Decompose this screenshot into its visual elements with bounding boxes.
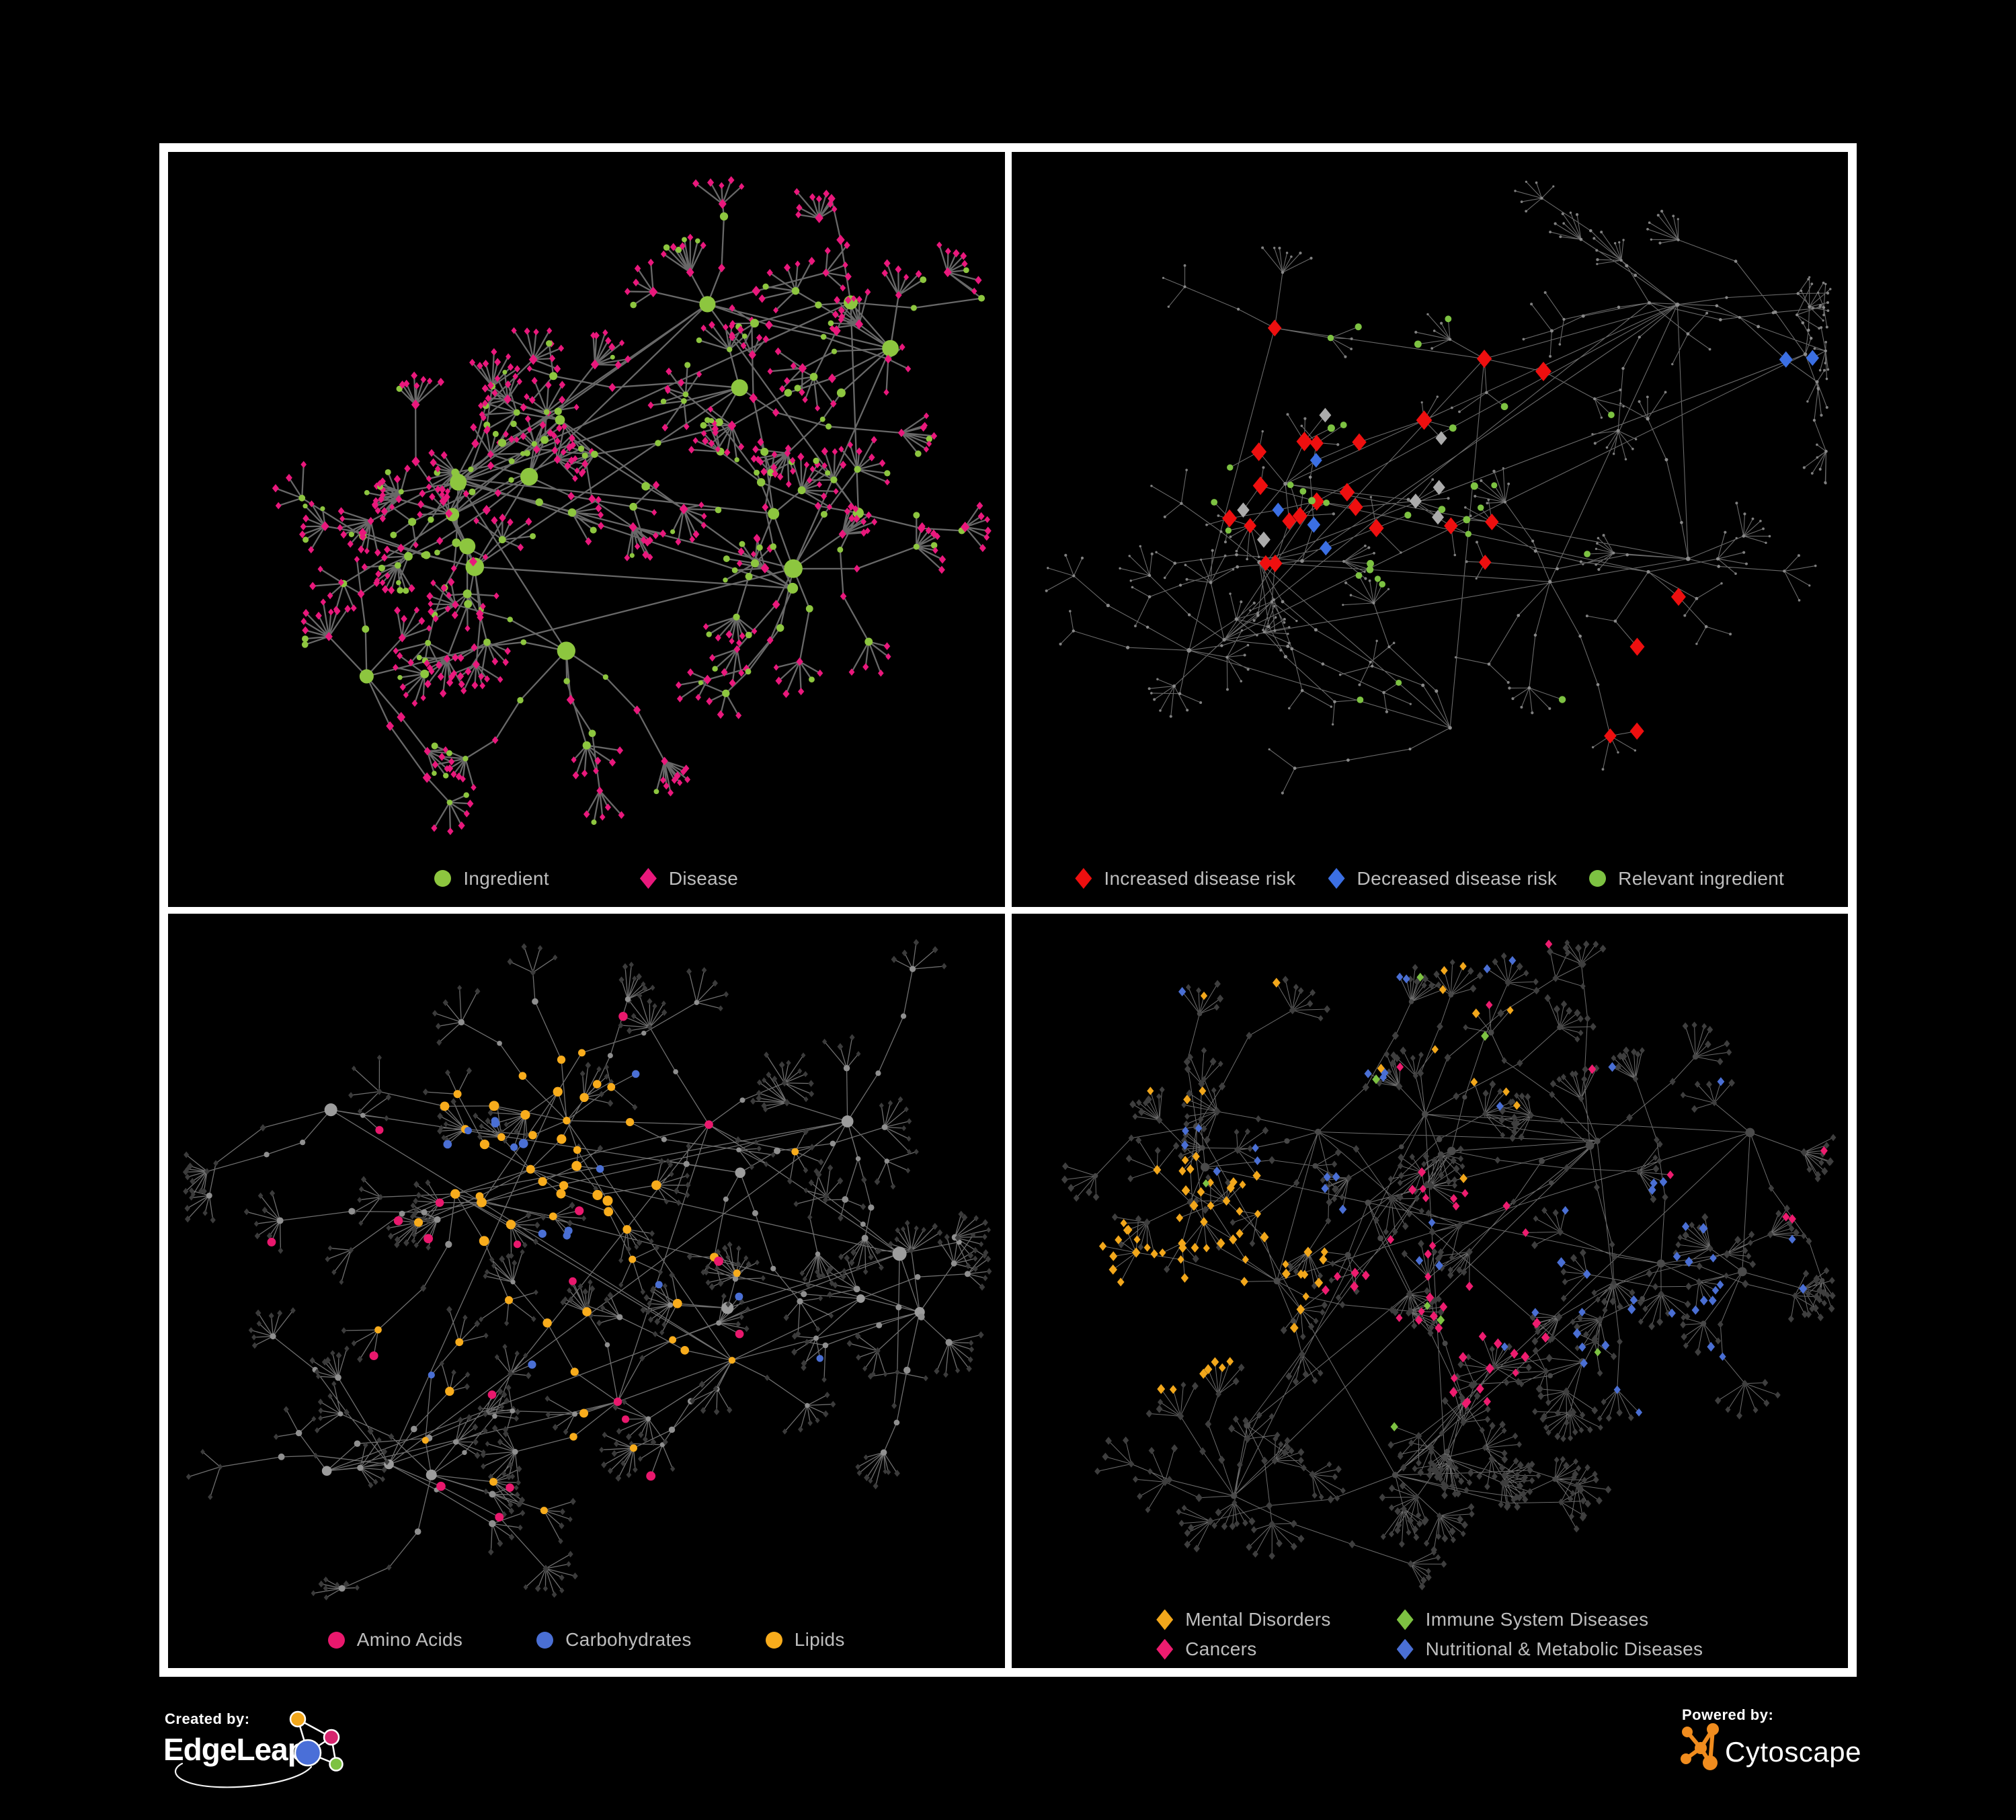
legend-diamond-marker	[1396, 1638, 1414, 1660]
edges-layer	[1045, 181, 1830, 794]
legend-item: Decreased disease risk	[1328, 868, 1558, 889]
legend-label: Lipids	[794, 1629, 845, 1650]
legend-diamond-marker	[1396, 1609, 1414, 1630]
legend-label: Immune System Diseases	[1425, 1609, 1649, 1630]
legend-label: Decreased disease risk	[1357, 867, 1558, 889]
highlighted-nodes-layer	[1098, 939, 1828, 1431]
ingredient-disease-legend: Ingredient Disease	[168, 868, 1005, 889]
legend-diamond-marker	[1156, 1609, 1174, 1630]
edgeleap-swoosh	[175, 1762, 313, 1788]
edges-layer	[274, 179, 989, 832]
nodes-layer	[1061, 939, 1836, 1590]
panel-disease-risk: Increased disease risk Decreased disease …	[1011, 152, 1849, 907]
legend-label: Cancers	[1185, 1638, 1257, 1659]
legend-circle-marker	[434, 870, 452, 887]
edges-layer	[185, 941, 990, 1598]
disease-risk-legend: Increased disease risk Decreased disease …	[1012, 868, 1849, 889]
legend-item: Lipids	[765, 1629, 845, 1651]
nutrient-classes-network	[182, 939, 992, 1600]
powered-by-label: Powered by:	[1682, 1706, 1773, 1723]
legend-item: Increased disease risk	[1075, 868, 1295, 889]
legend-item: Immune System Diseases	[1396, 1609, 1649, 1630]
cytoscape-network-icon	[1681, 1723, 1719, 1770]
legend-item: Amino Acids	[327, 1629, 463, 1651]
legend-label: Amino Acids	[356, 1629, 463, 1650]
legend-circle-marker	[327, 1631, 345, 1649]
edgeleap-network-icon	[289, 1710, 344, 1772]
nodes-layer	[182, 939, 992, 1600]
legend-item: Mental Disorders	[1156, 1609, 1330, 1630]
legend-label: Increased disease risk	[1104, 867, 1296, 889]
created-by-label: Created by:	[165, 1710, 250, 1727]
disease-categories-legend: Mental Disorders Immune System Diseases Ca…	[1012, 1609, 1849, 1660]
nutrient-classes-legend: Amino Acids Carbohydrates Lipids	[168, 1629, 1005, 1651]
legend-diamond-marker	[1156, 1638, 1174, 1660]
nodes-layer	[272, 175, 992, 836]
legend-item: Nutritional & Metabolic Diseases	[1396, 1638, 1703, 1660]
edgeleap-logo: Created by: EdgeLeap	[163, 1710, 344, 1788]
panel-disease-categories: Mental Disorders Immune System Diseases Ca…	[1011, 913, 1849, 1668]
legend-label: Nutritional & Metabolic Diseases	[1425, 1638, 1703, 1659]
legend-diamond-marker	[1328, 868, 1345, 889]
legend-label: Carbohydrates	[565, 1629, 692, 1650]
cytoscape-wordmark: Cytoscape	[1725, 1736, 1861, 1768]
ingredient-disease-network	[272, 175, 992, 836]
highlighted-nodes-layer	[1210, 315, 1819, 744]
disease-categories-network	[1061, 939, 1836, 1590]
highlighted-nodes-layer	[267, 1011, 823, 1521]
legend-circle-marker	[765, 1631, 782, 1649]
legend-item: Ingredient	[434, 868, 549, 889]
legend-label: Disease	[668, 867, 739, 889]
legend-item: Disease	[639, 867, 739, 889]
nodes-layer	[1045, 180, 1832, 795]
disease-risk-network	[1045, 180, 1832, 795]
panel-nutrient-classes: Amino Acids Carbohydrates Lipids	[168, 913, 1005, 1668]
edgeleap-wordmark: EdgeLeap	[163, 1732, 306, 1767]
legend-label: Ingredient	[463, 867, 549, 889]
legend-diamond-marker	[639, 868, 657, 889]
legend-circle-marker	[1589, 870, 1607, 887]
legend-label: Relevant ingredient	[1618, 867, 1785, 889]
legend-diamond-marker	[1075, 868, 1092, 889]
legend-item: Carbohydrates	[536, 1629, 692, 1651]
legend-circle-marker	[536, 1631, 554, 1649]
legend-item: Cancers	[1156, 1638, 1256, 1660]
legend-item: Relevant ingredient	[1589, 868, 1784, 889]
panel-ingredient-disease: Ingredient Disease	[168, 152, 1005, 907]
legend-label: Mental Disorders	[1185, 1609, 1331, 1630]
cytoscape-logo: Powered by: Cytoscape	[1681, 1706, 1861, 1770]
panel-grid: Ingredient Disease Increased disease risk…	[159, 143, 1857, 1677]
edges-layer	[1063, 942, 1834, 1587]
